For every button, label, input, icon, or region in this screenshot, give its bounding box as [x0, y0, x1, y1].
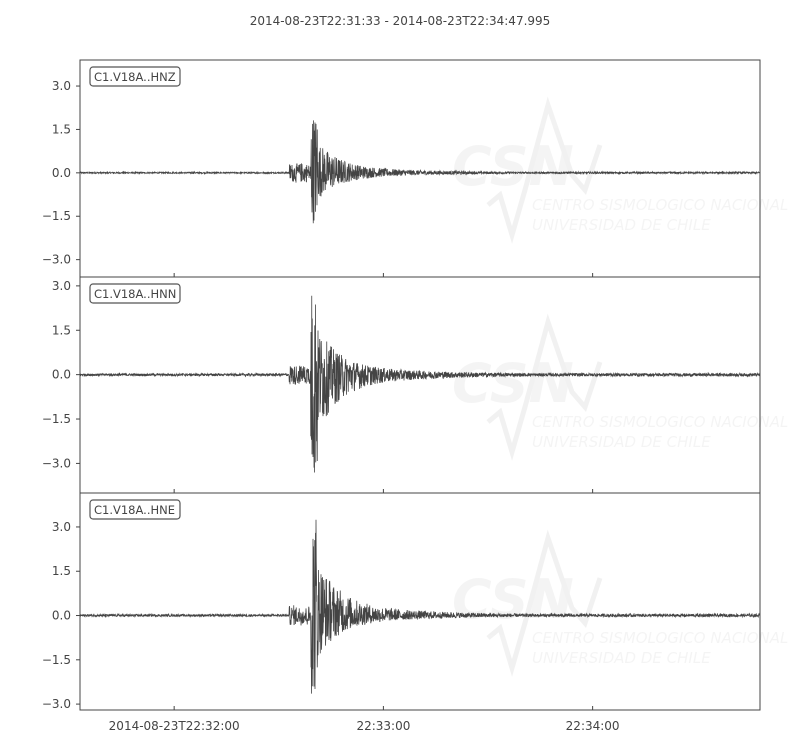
- svg-text:UNIVERSIDAD DE CHILE: UNIVERSIDAD DE CHILE: [532, 216, 711, 234]
- trace-label: C1.V18A..HNE: [89, 499, 181, 520]
- y-tick-label: 1.5: [52, 122, 71, 136]
- y-tick-label: −3.0: [42, 253, 71, 267]
- y-tick-label: 0.0: [52, 609, 71, 623]
- svg-text:C1.V18A..HNZ: C1.V18A..HNZ: [94, 70, 176, 84]
- chart-title: 2014-08-23T22:31:33 - 2014-08-23T22:34:4…: [250, 14, 551, 28]
- svg-text:CENTRO SISMOLOGICO NACIONAL: CENTRO SISMOLOGICO NACIONAL: [532, 196, 788, 214]
- y-tick-label: 1.5: [52, 564, 71, 578]
- y-tick-label: 3.0: [52, 520, 71, 534]
- trace-label: C1.V18A..HNZ: [89, 66, 181, 87]
- svg-text:CSN: CSN: [452, 135, 574, 198]
- waveform-trace: [79, 519, 761, 694]
- svg-text:CENTRO SISMOLOGICO NACIONAL: CENTRO SISMOLOGICO NACIONAL: [532, 413, 788, 431]
- svg-text:CSN: CSN: [452, 568, 574, 631]
- svg-text:UNIVERSIDAD DE CHILE: UNIVERSIDAD DE CHILE: [532, 433, 711, 451]
- y-tick-label: 1.5: [52, 323, 71, 337]
- y-tick-label: 0.0: [52, 368, 71, 382]
- trace-label: C1.V18A..HNN: [89, 283, 181, 304]
- axes-frame: [79, 59, 761, 278]
- x-tick-label: 22:33:00: [356, 719, 410, 733]
- svg-text:C1.V18A..HNE: C1.V18A..HNE: [94, 503, 175, 517]
- y-tick-label: −1.5: [42, 209, 71, 223]
- x-tick-label: 22:34:00: [566, 719, 620, 733]
- axes-frame: [79, 276, 761, 494]
- svg-text:C1.V18A..HNN: C1.V18A..HNN: [94, 287, 176, 301]
- y-tick-label: −1.5: [42, 653, 71, 667]
- x-tick-label: 2014-08-23T22:32:00: [109, 719, 240, 733]
- waveform-trace: [79, 120, 761, 224]
- y-tick-label: −3.0: [42, 697, 71, 711]
- svg-text:CENTRO SISMOLOGICO NACIONAL: CENTRO SISMOLOGICO NACIONAL: [532, 629, 788, 647]
- y-tick-label: −1.5: [42, 412, 71, 426]
- y-tick-label: −3.0: [42, 456, 71, 470]
- svg-text:UNIVERSIDAD DE CHILE: UNIVERSIDAD DE CHILE: [532, 649, 711, 667]
- waveform-trace: [79, 295, 760, 473]
- y-tick-label: 3.0: [52, 279, 71, 293]
- y-tick-label: 0.0: [52, 166, 71, 180]
- y-tick-label: 3.0: [52, 79, 71, 93]
- svg-text:CSN: CSN: [452, 352, 574, 415]
- axes-frame: [79, 492, 761, 711]
